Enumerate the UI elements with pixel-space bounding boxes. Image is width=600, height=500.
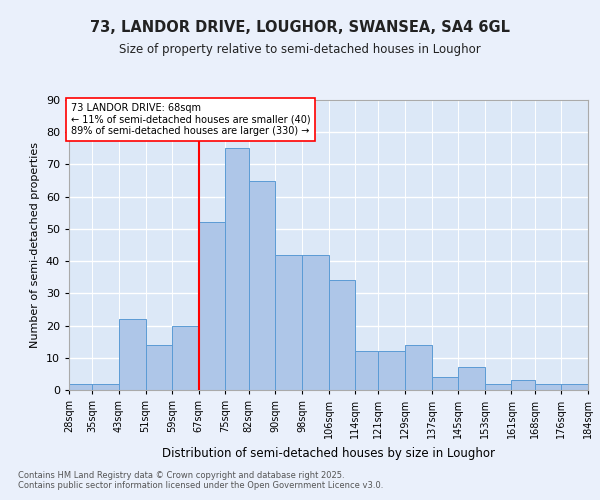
Bar — [562, 384, 588, 390]
Bar — [379, 352, 405, 390]
X-axis label: Distribution of semi-detached houses by size in Loughor: Distribution of semi-detached houses by … — [162, 446, 495, 460]
Text: 73 LANDOR DRIVE: 68sqm
← 11% of semi-detached houses are smaller (40)
89% of sem: 73 LANDOR DRIVE: 68sqm ← 11% of semi-det… — [71, 103, 310, 136]
Text: Size of property relative to semi-detached houses in Loughor: Size of property relative to semi-detach… — [119, 42, 481, 56]
Bar — [302, 254, 329, 390]
Bar — [199, 222, 226, 390]
Bar — [458, 368, 485, 390]
Bar — [92, 384, 119, 390]
Bar — [146, 345, 172, 390]
Bar — [535, 384, 562, 390]
Bar — [172, 326, 199, 390]
Bar — [355, 352, 379, 390]
Bar — [431, 377, 458, 390]
Bar — [485, 384, 511, 390]
Bar — [405, 345, 431, 390]
Bar — [248, 180, 275, 390]
Bar — [275, 254, 302, 390]
Text: Contains HM Land Registry data © Crown copyright and database right 2025.
Contai: Contains HM Land Registry data © Crown c… — [18, 470, 383, 490]
Bar — [511, 380, 535, 390]
Bar — [226, 148, 248, 390]
Bar — [329, 280, 355, 390]
Bar — [119, 319, 146, 390]
Bar — [588, 387, 600, 390]
Y-axis label: Number of semi-detached properties: Number of semi-detached properties — [30, 142, 40, 348]
Text: 73, LANDOR DRIVE, LOUGHOR, SWANSEA, SA4 6GL: 73, LANDOR DRIVE, LOUGHOR, SWANSEA, SA4 … — [90, 20, 510, 35]
Bar — [69, 384, 92, 390]
